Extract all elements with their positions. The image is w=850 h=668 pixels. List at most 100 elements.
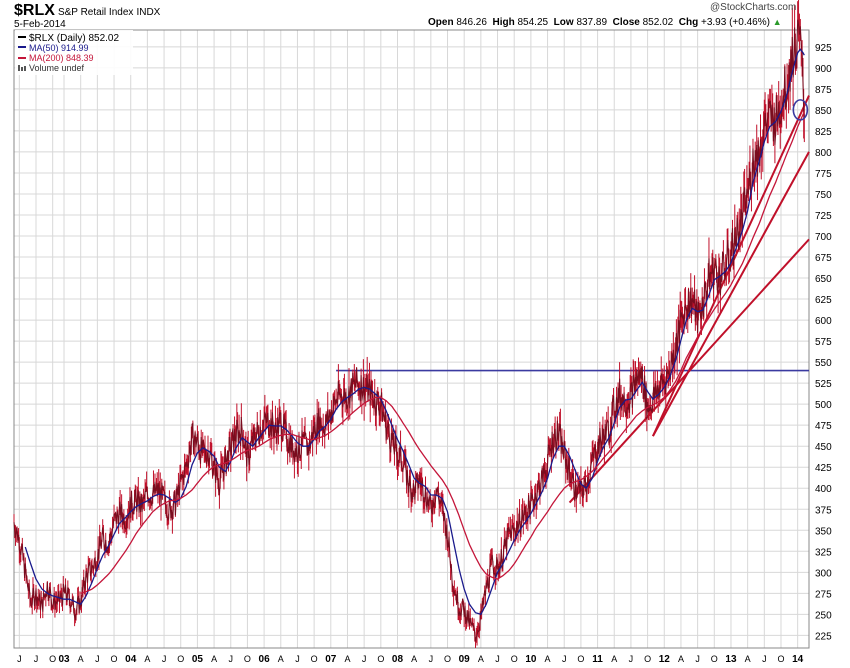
x-tick-label: O (444, 654, 451, 664)
y-tick-label: 600 (815, 316, 832, 327)
x-tick-label: A (611, 654, 617, 664)
x-tick-label: J (34, 654, 39, 664)
legend-bg (15, 30, 133, 75)
y-tick-label: 750 (815, 190, 832, 201)
x-tick-label: J (162, 654, 167, 664)
x-tick-label: 09 (459, 654, 471, 665)
x-tick-label: O (577, 654, 584, 664)
y-tick-label: 250 (815, 610, 832, 621)
plot-frame (13, 29, 810, 649)
x-tick-label: 10 (525, 654, 537, 665)
y-tick-label: 500 (815, 400, 832, 411)
y-tick-label: 875 (815, 85, 832, 96)
y-tick-label: 625 (815, 295, 832, 306)
y-axis: 225 250 275 300 325 350 375 400 425 450 475 500 525 5… (815, 43, 832, 643)
y-tick-label: 575 (815, 337, 832, 348)
x-tick-label: J (17, 654, 22, 664)
x-tick-label: 05 (192, 654, 204, 665)
y-tick-label: 225 (815, 631, 832, 642)
x-tick-label: J (562, 654, 567, 664)
x-tick-label: O (644, 654, 651, 664)
brand: @StockCharts.com (710, 2, 796, 13)
y-tick-label: 800 (815, 148, 832, 159)
x-tick-label: A (211, 654, 217, 664)
y-tick-label: 275 (815, 589, 832, 600)
x-tick-label: J (495, 654, 500, 664)
chg-label: Chg (678, 17, 699, 28)
x-tick-label: A (678, 654, 684, 664)
x-tick-label: A (344, 654, 350, 664)
title-row: $RLX S&P Retail Index INDX (14, 2, 160, 20)
x-axis: J J O 03 A J O 04 A J O 05 A J O 06 A J O 07 A J O 08 A J O 09 A J O 10… (17, 654, 804, 665)
legend-price: $RLX (Daily) 852.02 (29, 33, 119, 44)
y-tick-label: 300 (815, 568, 832, 579)
y-tick-label: 550 (815, 358, 832, 369)
price-bars (13, 0, 805, 649)
x-tick-label: A (144, 654, 150, 664)
x-tick-label: J (629, 654, 634, 664)
x-tick-label: O (711, 654, 718, 664)
trendline-2011-base (652, 151, 810, 437)
low-value: 837.89 (576, 17, 608, 28)
x-tick-label: 13 (725, 654, 737, 665)
x-tick-label: O (177, 654, 184, 664)
x-tick-label: J (95, 654, 100, 664)
legend: $RLX (Daily) 852.02 MA(50) 914.99 MA(200… (15, 30, 133, 75)
y-tick-label: 775 (815, 169, 832, 180)
x-tick-label: J (762, 654, 767, 664)
volume-icon-bar (21, 67, 23, 71)
x-tick-label: O (244, 654, 251, 664)
exchange: INDX (136, 7, 161, 18)
x-tick-label: J (295, 654, 300, 664)
x-tick-label: 12 (659, 654, 671, 665)
x-tick-label: 08 (392, 654, 404, 665)
price-line (13, 19, 805, 642)
x-tick-label: 11 (592, 654, 603, 665)
x-tick-label: 03 (58, 654, 70, 665)
x-tick-label: A (411, 654, 417, 664)
x-tick-label: J (695, 654, 700, 664)
y-tick-label: 450 (815, 442, 832, 453)
y-tick-label: 725 (815, 211, 832, 222)
x-tick-label: A (545, 654, 551, 664)
y-tick-label: 925 (815, 43, 832, 54)
date: 5-Feb-2014 (14, 19, 66, 30)
legend-ma200: MA(200) 848.39 (29, 53, 94, 63)
grid (14, 30, 809, 648)
x-tick-label: J (429, 654, 434, 664)
y-tick-label: 350 (815, 526, 832, 537)
volume-icon-bar (24, 66, 26, 71)
series (13, 0, 805, 649)
x-tick-label: 07 (325, 654, 337, 665)
y-tick-label: 425 (815, 463, 832, 474)
x-tick-label: J (229, 654, 234, 664)
low-label: Low (553, 17, 574, 28)
y-tick-label: 375 (815, 505, 832, 516)
y-tick-label: 675 (815, 253, 832, 264)
y-tick-label: 475 (815, 421, 832, 432)
index-name: S&P Retail Index (57, 7, 134, 18)
high-value: 854.25 (517, 17, 549, 28)
x-tick-label: O (777, 654, 784, 664)
symbol: $RLX (14, 2, 55, 19)
x-tick-label: O (311, 654, 318, 664)
x-tick-label: A (745, 654, 751, 664)
x-tick-label: O (111, 654, 118, 664)
y-tick-label: 700 (815, 232, 832, 243)
legend-ma50: MA(50) 914.99 (29, 43, 89, 53)
stockcharts-logo: @StockCharts.com (710, 2, 797, 13)
close-label: Close (612, 17, 640, 28)
x-tick-label: 06 (259, 654, 271, 665)
close-value: 852.02 (642, 17, 674, 28)
y-tick-label: 850 (815, 106, 832, 117)
y-tick-label: 525 (815, 379, 832, 390)
x-tick-label: J (362, 654, 367, 664)
volume-icon (18, 65, 20, 71)
x-tick-label: O (49, 654, 56, 664)
high-label: High (492, 17, 515, 28)
y-tick-label: 650 (815, 274, 832, 285)
annotations (792, 99, 809, 121)
x-tick-label: A (478, 654, 484, 664)
open-label: Open (428, 17, 454, 28)
